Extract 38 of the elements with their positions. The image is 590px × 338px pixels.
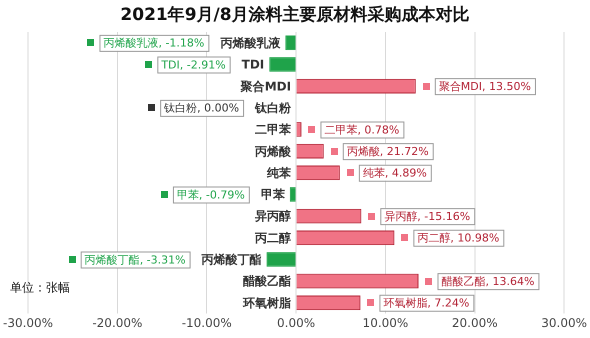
y-tick-label: 二甲苯: [255, 122, 292, 137]
annotation: 纯苯, 4.89%: [362, 166, 427, 180]
x-tick-label: 30.00%: [541, 316, 588, 330]
x-tick-label: -20.00%: [92, 316, 142, 330]
y-tick-label: 异丙醇: [254, 209, 292, 224]
y-tick-label: 丙二醇: [254, 230, 292, 245]
y-tick-label: 醋酸乙酯: [243, 274, 292, 288]
annotation: 单位：张幅: [10, 280, 70, 295]
annotation: 丙烯酸乳液, -1.18%: [103, 36, 204, 50]
x-tick-label: 20.00%: [452, 316, 498, 330]
y-tick-label: 甲苯: [260, 188, 286, 202]
y-tick-label: 丙烯酸丁酯: [200, 252, 262, 267]
annotation: 丙烯酸丁酯, -3.31%: [84, 253, 186, 266]
x-tick-label: 10.00%: [362, 316, 408, 330]
annotation: 甲苯, -0.79%: [176, 188, 245, 202]
y-tick-label: 纯苯: [266, 166, 292, 180]
annotation: 聚合MDI, 13.50%: [438, 80, 531, 94]
x-tick-label: -30.00%: [2, 316, 54, 330]
annotation: TDI, -2.91%: [160, 58, 226, 72]
x-tick-label: 0.00%: [277, 316, 316, 330]
y-tick-label: 丙烯酸乳液: [219, 36, 282, 50]
y-tick-label: 钛白粉: [254, 100, 292, 115]
chart-title: 2021年9月/8月涂料主要原材料采购成本对比: [119, 4, 471, 27]
y-tick-label: TDI: [242, 58, 264, 72]
annotation: 钛白粉, 0.00%: [163, 102, 240, 115]
annotation: 醋酸乙酯, 13.64%: [441, 274, 534, 288]
x-tick-label: -10.00%: [182, 316, 232, 330]
y-tick-label: 环氧树脂: [242, 296, 292, 310]
annotation: 环氧树脂, 7.24%: [383, 296, 470, 310]
annotation: 丙二醇, 10.98%: [417, 232, 500, 245]
y-tick-label: 丙烯酸: [254, 144, 292, 158]
annotation: 二甲苯, 0.78%: [324, 123, 400, 136]
y-tick-label: 聚合MDI: [240, 79, 292, 94]
bar: [290, 187, 296, 202]
bar: [266, 252, 296, 267]
annotation: 异丙醇, -15.16%: [384, 210, 470, 223]
annotation: 丙烯酸, 21.72%: [346, 145, 429, 158]
bar: [269, 57, 296, 72]
